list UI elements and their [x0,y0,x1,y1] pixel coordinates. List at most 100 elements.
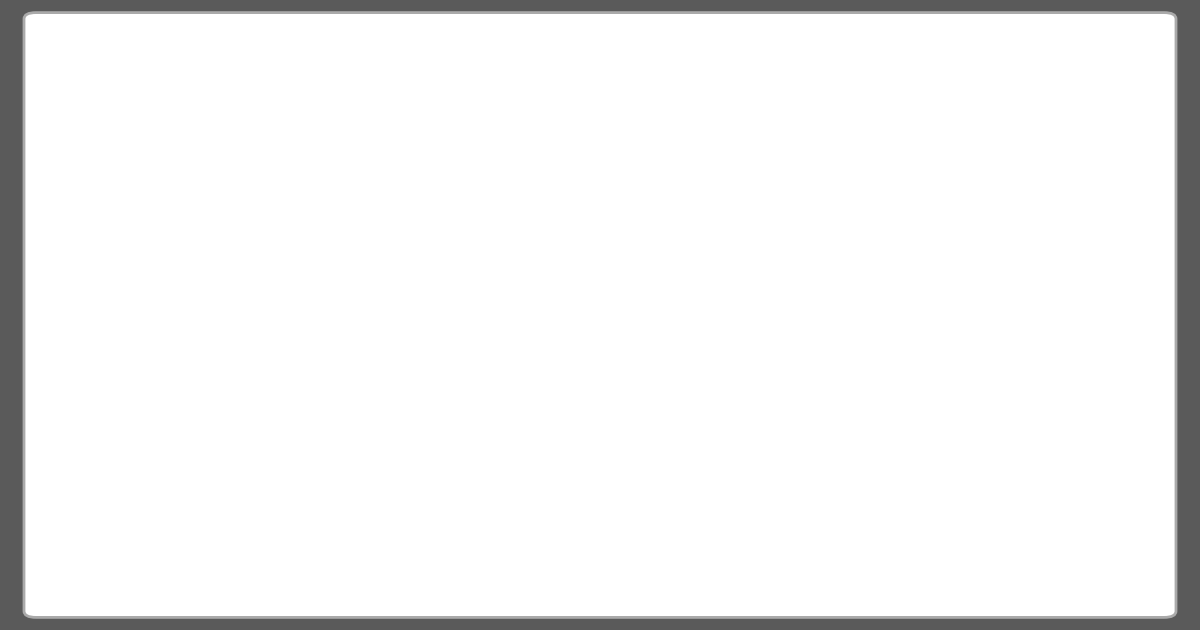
Circle shape [629,343,631,346]
Circle shape [509,304,511,307]
Circle shape [458,273,462,277]
Circle shape [558,253,562,256]
Circle shape [458,253,462,256]
Circle shape [498,333,502,336]
Circle shape [698,284,702,287]
Circle shape [644,442,649,447]
Circle shape [539,343,541,346]
Circle shape [689,224,691,227]
Circle shape [708,224,712,227]
Circle shape [728,314,732,316]
Circle shape [588,263,592,266]
Circle shape [468,214,472,217]
Circle shape [528,304,532,307]
Circle shape [468,343,472,346]
Bar [292,255,300,261]
Circle shape [678,323,682,326]
Circle shape [708,294,712,297]
Circle shape [509,294,511,297]
Circle shape [479,234,481,236]
Circle shape [728,273,732,277]
Circle shape [438,294,442,297]
Circle shape [689,253,691,256]
Bar [398,303,406,309]
Circle shape [488,224,492,227]
Bar [398,319,406,325]
Circle shape [668,323,672,326]
Circle shape [648,304,652,307]
Circle shape [498,273,502,277]
Circle shape [638,343,642,346]
Circle shape [738,304,742,307]
Circle shape [668,273,672,277]
Circle shape [438,323,442,326]
Circle shape [608,234,612,236]
Circle shape [475,487,485,497]
Circle shape [569,234,571,236]
Circle shape [689,284,691,287]
Circle shape [518,323,522,326]
Circle shape [479,244,481,246]
Circle shape [738,234,742,236]
Circle shape [708,304,712,307]
Circle shape [719,314,721,316]
Circle shape [618,273,622,277]
Bar [430,200,770,350]
Circle shape [509,333,511,336]
Circle shape [528,314,532,316]
Circle shape [629,323,631,326]
Circle shape [468,224,472,227]
Circle shape [689,214,691,217]
Circle shape [719,263,721,266]
Circle shape [608,333,612,336]
Circle shape [648,273,652,277]
Circle shape [698,323,702,326]
Circle shape [779,197,786,203]
Circle shape [578,224,582,227]
Text: //Using byte for smaller memory usage: //Using byte for smaller memory usage [55,446,550,466]
Text: WOKWi: WOKWi [929,556,1091,594]
Circle shape [648,234,652,236]
Circle shape [708,323,712,326]
Circle shape [498,284,502,287]
Circle shape [749,224,751,227]
Circle shape [749,234,751,236]
Circle shape [588,244,592,246]
Bar [292,271,300,277]
Circle shape [648,244,652,246]
Circle shape [618,234,622,236]
Circle shape [629,244,631,246]
Circle shape [548,304,552,307]
Circle shape [479,343,481,346]
Circle shape [678,294,682,297]
Circle shape [648,214,652,217]
Circle shape [618,323,622,326]
Circle shape [438,253,442,256]
Bar [370,475,430,535]
Circle shape [458,323,462,326]
Circle shape [648,323,652,326]
Circle shape [728,253,732,256]
Circle shape [648,343,652,346]
Circle shape [578,333,582,336]
Circle shape [728,234,732,236]
Circle shape [638,284,642,287]
Circle shape [618,263,622,266]
Text: DHT22: DHT22 [638,392,661,398]
Circle shape [528,343,532,346]
Circle shape [648,224,652,227]
Circle shape [608,323,612,326]
Circle shape [618,224,622,227]
Circle shape [548,333,552,336]
Circle shape [509,214,511,217]
Circle shape [608,314,612,316]
Circle shape [708,343,712,346]
Text: A4988: A4988 [379,413,404,423]
Circle shape [719,294,721,297]
Circle shape [599,284,601,287]
Circle shape [738,263,742,266]
Circle shape [458,284,462,287]
Circle shape [458,234,462,236]
Circle shape [599,294,601,297]
Bar [320,240,376,290]
